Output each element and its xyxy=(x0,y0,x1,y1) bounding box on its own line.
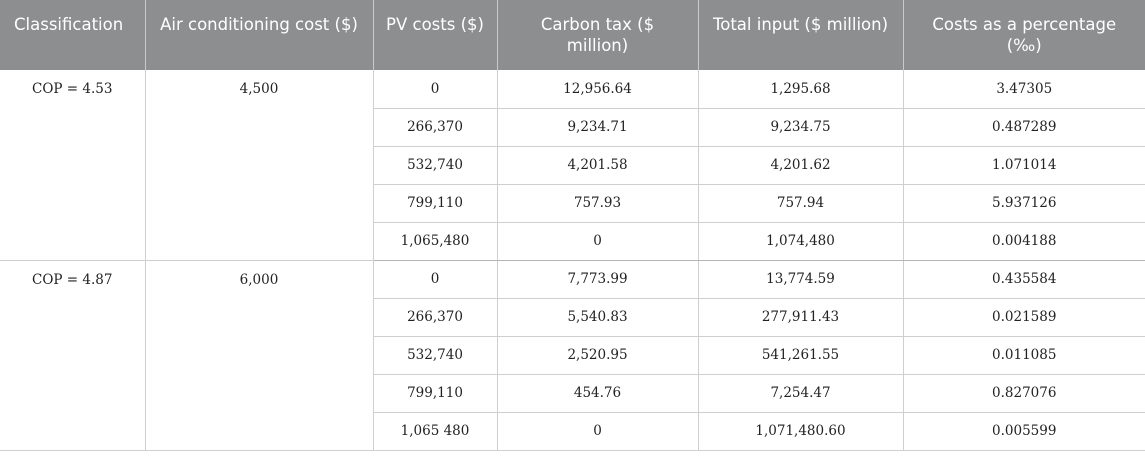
percentage-cell: 0.011085 xyxy=(903,336,1145,375)
pv-cost-cell: 532,740 xyxy=(373,336,498,375)
percentage-cell: 0.487289 xyxy=(903,108,1145,147)
carbon-tax-cell: 9,234.71 xyxy=(497,108,699,147)
air-conditioning-cost-cell: 4,500 xyxy=(145,70,374,261)
total-input-cell: 1,074,480 xyxy=(698,222,904,261)
total-input-cell: 1,071,480.60 xyxy=(698,412,904,451)
carbon-tax-cell: 5,540.83 xyxy=(497,298,699,337)
air-conditioning-cost-cell: 6,000 xyxy=(145,260,374,451)
table-row: 532,740 4,201.58 4,201.62 1.071014 xyxy=(0,146,1145,185)
total-input-cell: 757.94 xyxy=(698,184,904,223)
table-row: 266,370 9,234.71 9,234.75 0.487289 xyxy=(0,108,1145,147)
pv-cost-cell: 799,110 xyxy=(373,184,498,223)
pv-cost-cell: 266,370 xyxy=(373,108,498,147)
table-row: 799,110 454.76 7,254.47 0.827076 xyxy=(0,374,1145,413)
percentage-cell: 1.071014 xyxy=(903,146,1145,185)
header-total-input: Total input ($ million) xyxy=(698,0,904,70)
pv-cost-cell: 266,370 xyxy=(373,298,498,337)
header-classification: Classification xyxy=(0,0,146,70)
pv-cost-cell: 0 xyxy=(373,260,498,299)
carbon-tax-cell: 2,520.95 xyxy=(497,336,699,375)
percentage-cell: 0.435584 xyxy=(903,260,1145,299)
carbon-tax-cell: 757.93 xyxy=(497,184,699,223)
header-costs-percentage: Costs as a percentage (‰) xyxy=(903,0,1145,70)
table-row: 1,065 480 0 1,071,480.60 0.005599 xyxy=(0,412,1145,451)
pv-cost-cell: 1,065 480 xyxy=(373,412,498,451)
percentage-cell: 0.827076 xyxy=(903,374,1145,413)
pv-cost-cell: 532,740 xyxy=(373,146,498,185)
percentage-cell: 3.47305 xyxy=(903,70,1145,109)
classification-cell: COP = 4.87 xyxy=(0,260,146,451)
classification-cell: COP = 4.53 xyxy=(0,70,146,261)
total-input-cell: 1,295.68 xyxy=(698,70,904,109)
carbon-tax-cell: 0 xyxy=(497,412,699,451)
total-input-cell: 7,254.47 xyxy=(698,374,904,413)
carbon-tax-cell: 4,201.58 xyxy=(497,146,699,185)
total-input-cell: 9,234.75 xyxy=(698,108,904,147)
table-row: 532,740 2,520.95 541,261.55 0.011085 xyxy=(0,336,1145,375)
table-row: 1,065,480 0 1,074,480 0.004188 xyxy=(0,222,1145,261)
percentage-cell: 0.004188 xyxy=(903,222,1145,261)
header-pv-costs: PV costs ($) xyxy=(373,0,498,70)
header-carbon-tax: Carbon tax ($ million) xyxy=(497,0,699,70)
carbon-tax-cell: 454.76 xyxy=(497,374,699,413)
carbon-tax-cell: 0 xyxy=(497,222,699,261)
table-row: 266,370 5,540.83 277,911.43 0.021589 xyxy=(0,298,1145,337)
carbon-tax-cell: 12,956.64 xyxy=(497,70,699,109)
carbon-tax-cell: 7,773.99 xyxy=(497,260,699,299)
total-input-cell: 277,911.43 xyxy=(698,298,904,337)
percentage-cell: 0.021589 xyxy=(903,298,1145,337)
pv-cost-cell: 0 xyxy=(373,70,498,109)
percentage-cell: 5.937126 xyxy=(903,184,1145,223)
total-input-cell: 13,774.59 xyxy=(698,260,904,299)
percentage-cell: 0.005599 xyxy=(903,412,1145,451)
pv-cost-cell: 1,065,480 xyxy=(373,222,498,261)
table-row: COP = 4.87 6,000 0 7,773.99 13,774.59 0.… xyxy=(0,260,1145,451)
pv-cost-cell: 799,110 xyxy=(373,374,498,413)
total-input-cell: 4,201.62 xyxy=(698,146,904,185)
table-row: 799,110 757.93 757.94 5.937126 xyxy=(0,184,1145,223)
total-input-cell: 541,261.55 xyxy=(698,336,904,375)
header-row: Classification Air conditioning cost ($)… xyxy=(0,0,1145,70)
header-air-conditioning-cost: Air conditioning cost ($) xyxy=(145,0,374,70)
table-row: COP = 4.53 4,500 0 12,956.64 1,295.68 3.… xyxy=(0,70,1145,261)
